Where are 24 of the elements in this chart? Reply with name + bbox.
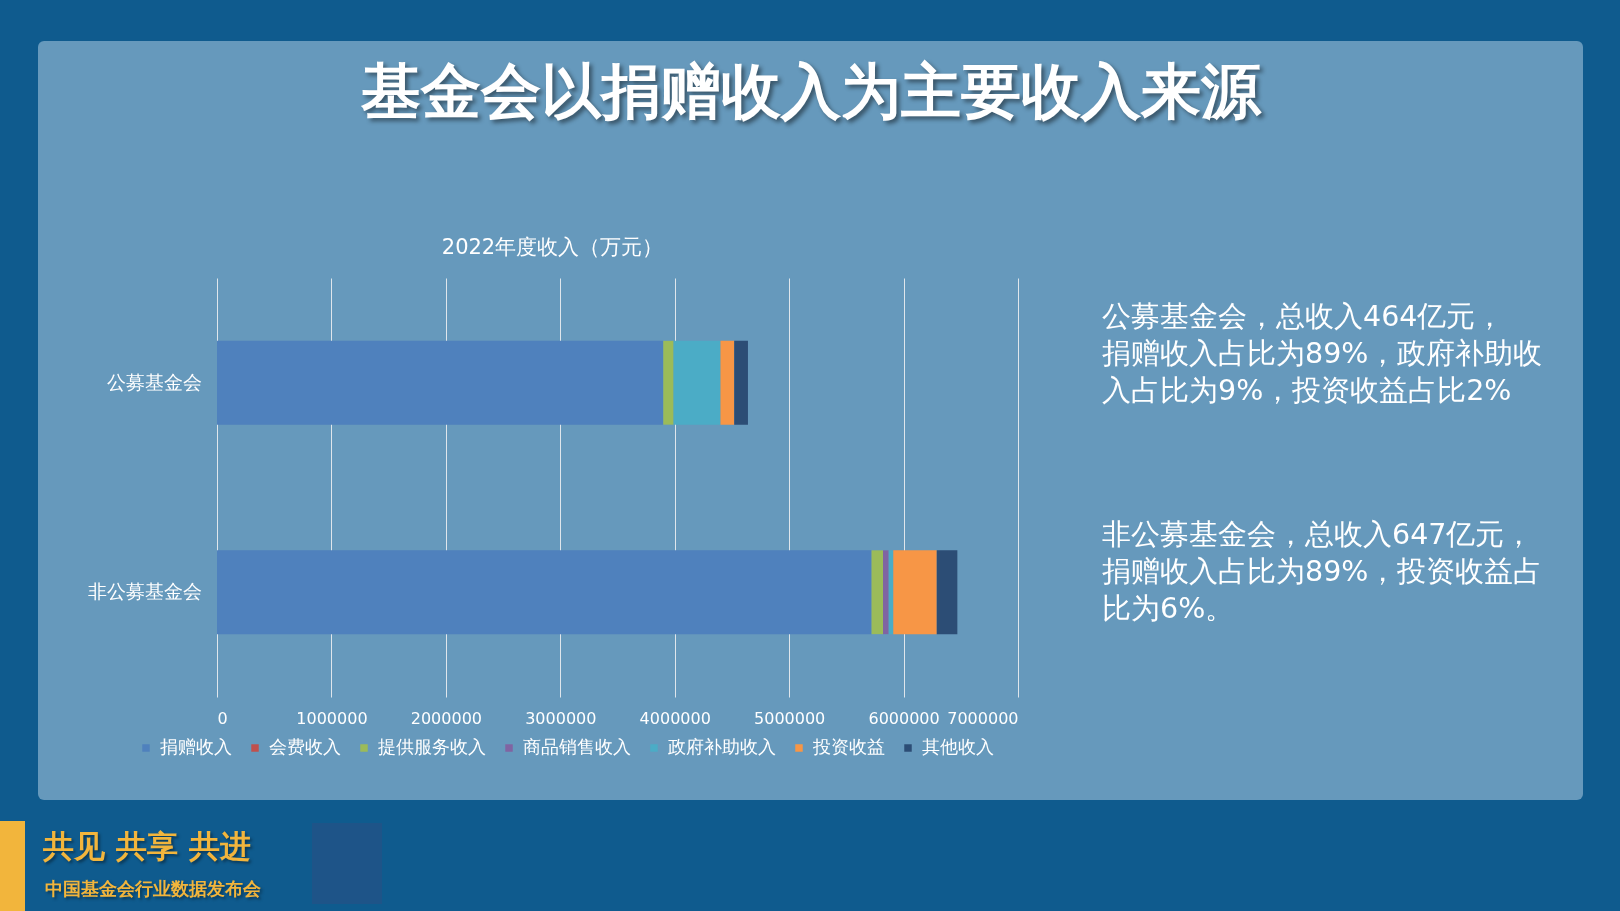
text: 捐赠收入占比为89%，政府补助收入占比为9%，投资收益占比2%: [1102, 336, 1544, 409]
x-tick-label: 2000000: [410, 708, 482, 728]
legend-label: 会费收入: [269, 736, 341, 757]
legend-label: 捐赠收入: [160, 736, 232, 757]
x-tick-label: 6000000: [868, 708, 940, 728]
x-tick-label: 0: [217, 708, 228, 728]
legend-label: 政府补助收入: [668, 736, 776, 757]
x-tick-label: 5000000: [754, 708, 826, 728]
legend-label: 投资收益: [812, 736, 885, 757]
x-tick-label: 7000000: [947, 708, 1019, 728]
x-tick-label: 3000000: [525, 708, 597, 728]
text: 中国基金会行业数据发布会: [45, 877, 261, 901]
x-tick-label: 4000000: [639, 708, 711, 728]
y-tick-label: 公募基金会: [106, 370, 202, 393]
chart-subtitle: 2022年度收入（万元）: [441, 235, 664, 259]
x-tick-label: 1000000: [296, 708, 368, 728]
text: 共见 共享 共进: [43, 827, 251, 866]
legend-label: 商品销售收入: [523, 736, 631, 757]
text: 公募基金会，总收入464亿元，: [1102, 299, 1506, 335]
y-tick-label: 非公募基金会: [87, 580, 202, 603]
legend-label: 其他收入: [922, 736, 994, 757]
legend-label: 提供服务收入: [378, 736, 486, 757]
text: 非公募基金会，总收入647亿元，捐赠收入占比为89%，投资收益占比为6%。: [1102, 517, 1544, 627]
chart-title: 基金会以捐赠收入为主要收入来源: [359, 56, 1263, 126]
